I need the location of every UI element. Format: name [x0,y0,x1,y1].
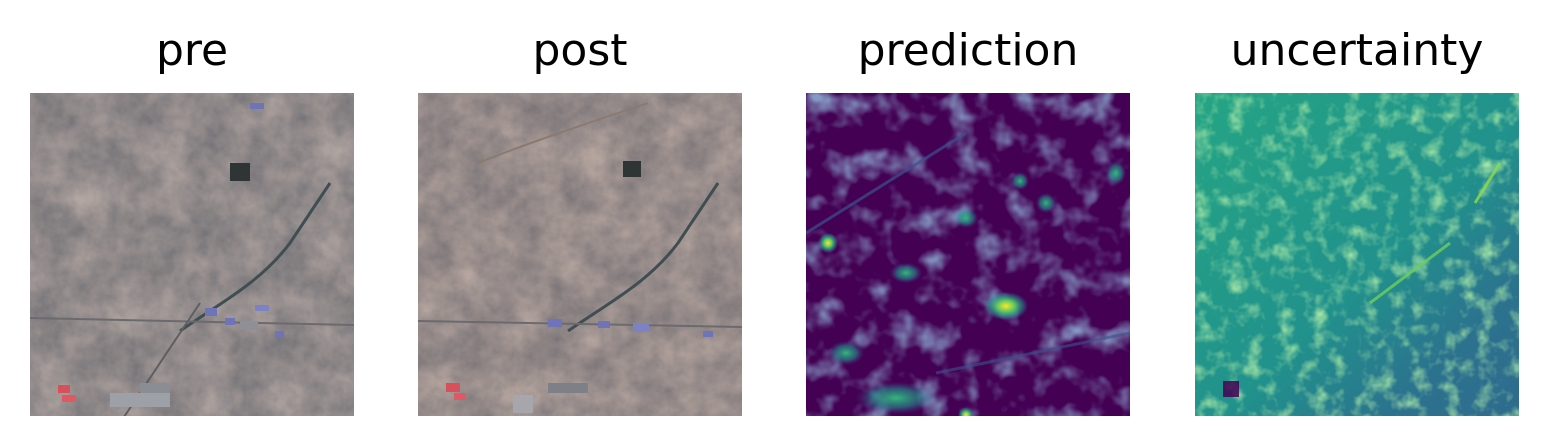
panel-post: post [418,0,742,446]
panel-pre: pre [30,0,354,446]
uncertainty-heatmap [1195,93,1519,416]
pre-satellite-image [30,93,354,416]
prediction-heatmap [806,93,1130,416]
panel-title-prediction: prediction [857,25,1079,76]
panel-title-post: post [532,25,628,76]
post-satellite-image [418,93,742,416]
panel-uncertainty: uncertainty [1195,0,1519,446]
panel-title-uncertainty: uncertainty [1230,25,1484,76]
panel-title-pre: pre [155,25,229,76]
panel-prediction: prediction [806,0,1130,446]
